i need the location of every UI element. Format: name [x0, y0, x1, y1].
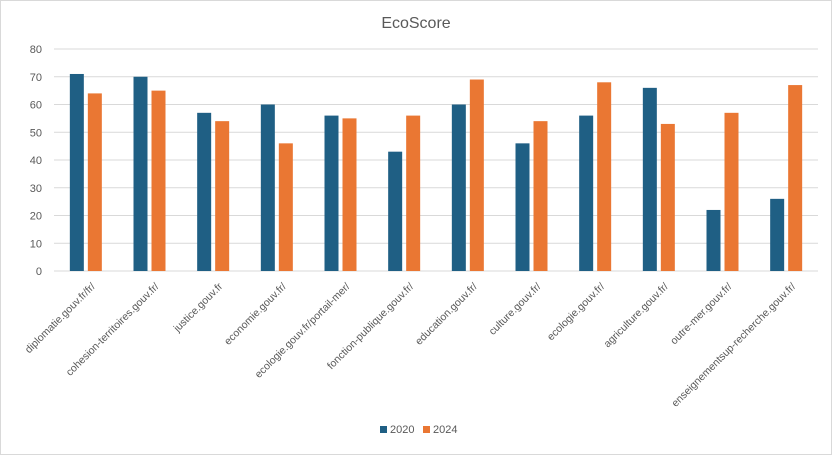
- bar-2024-4: [342, 118, 357, 271]
- bar-2020-10: [706, 209, 721, 271]
- bar-2020-11: [770, 198, 785, 271]
- x-axis: diplomatie.gouv.fr/fr/cohesion-territoir…: [23, 280, 799, 409]
- y-tick-label: 50: [30, 127, 42, 139]
- y-tick-label: 60: [30, 100, 42, 112]
- bar-2024-11: [788, 85, 803, 271]
- x-tick-label: education.gouv.fr/: [413, 281, 480, 348]
- bar-2020-7: [515, 143, 530, 271]
- y-tick-label: 40: [30, 155, 42, 167]
- bar-2020-5: [388, 151, 403, 271]
- bar-2020-0: [69, 73, 84, 271]
- bar-2024-2: [215, 121, 230, 272]
- bar-2020-1: [133, 76, 148, 271]
- bar-2024-8: [597, 82, 612, 271]
- bar-2024-7: [533, 121, 548, 272]
- x-tick-label: ecologie.gouv.fr/: [545, 281, 607, 343]
- legend-swatch-2024: [423, 426, 430, 433]
- y-tick-label: 20: [30, 211, 42, 223]
- y-axis: 0 10 20 30 40 50 60 70 80: [30, 44, 42, 278]
- bar-2024-6: [469, 79, 484, 272]
- gridlines: [54, 48, 818, 272]
- y-tick-label: 30: [30, 183, 42, 195]
- bar-2020-2: [197, 112, 212, 271]
- bar-2020-9: [642, 87, 657, 271]
- bar-2024-9: [660, 123, 675, 271]
- bar-2020-8: [579, 115, 594, 271]
- x-tick-label: agriculture.gouv.fr/: [602, 281, 671, 350]
- legend-label-2020: 2020: [390, 424, 414, 436]
- x-tick-label: outre-mer.gouv.fr/: [668, 281, 735, 348]
- bar-2024-3: [278, 143, 293, 271]
- x-tick-label: justice.gouv.fr: [171, 280, 226, 335]
- bar-2020-6: [451, 104, 466, 271]
- x-tick-label: economie.gouv.fr/: [222, 281, 289, 348]
- bar-2024-10: [724, 112, 739, 271]
- x-tick-label: culture.gouv.fr/: [487, 281, 544, 338]
- bar-2024-1: [151, 90, 166, 271]
- legend-swatch-2020: [380, 426, 387, 433]
- y-tick-label: 70: [30, 72, 42, 84]
- bars: [69, 73, 803, 272]
- y-tick-label: 0: [36, 266, 42, 278]
- legend: 2020 2024: [380, 424, 457, 436]
- chart-title: EcoScore: [381, 15, 450, 32]
- legend-label-2024: 2024: [433, 424, 457, 436]
- bar-2024-5: [406, 115, 421, 271]
- y-tick-label: 10: [30, 238, 42, 250]
- bar-2020-4: [324, 115, 339, 271]
- x-tick-label: enseignementsup-recherche.gouv.fr/: [669, 281, 798, 410]
- bar-2024-0: [87, 93, 102, 272]
- bar-2020-3: [260, 104, 275, 271]
- x-tick-label: diplomatie.gouv.fr/fr/: [23, 281, 98, 356]
- y-tick-label: 80: [30, 44, 42, 56]
